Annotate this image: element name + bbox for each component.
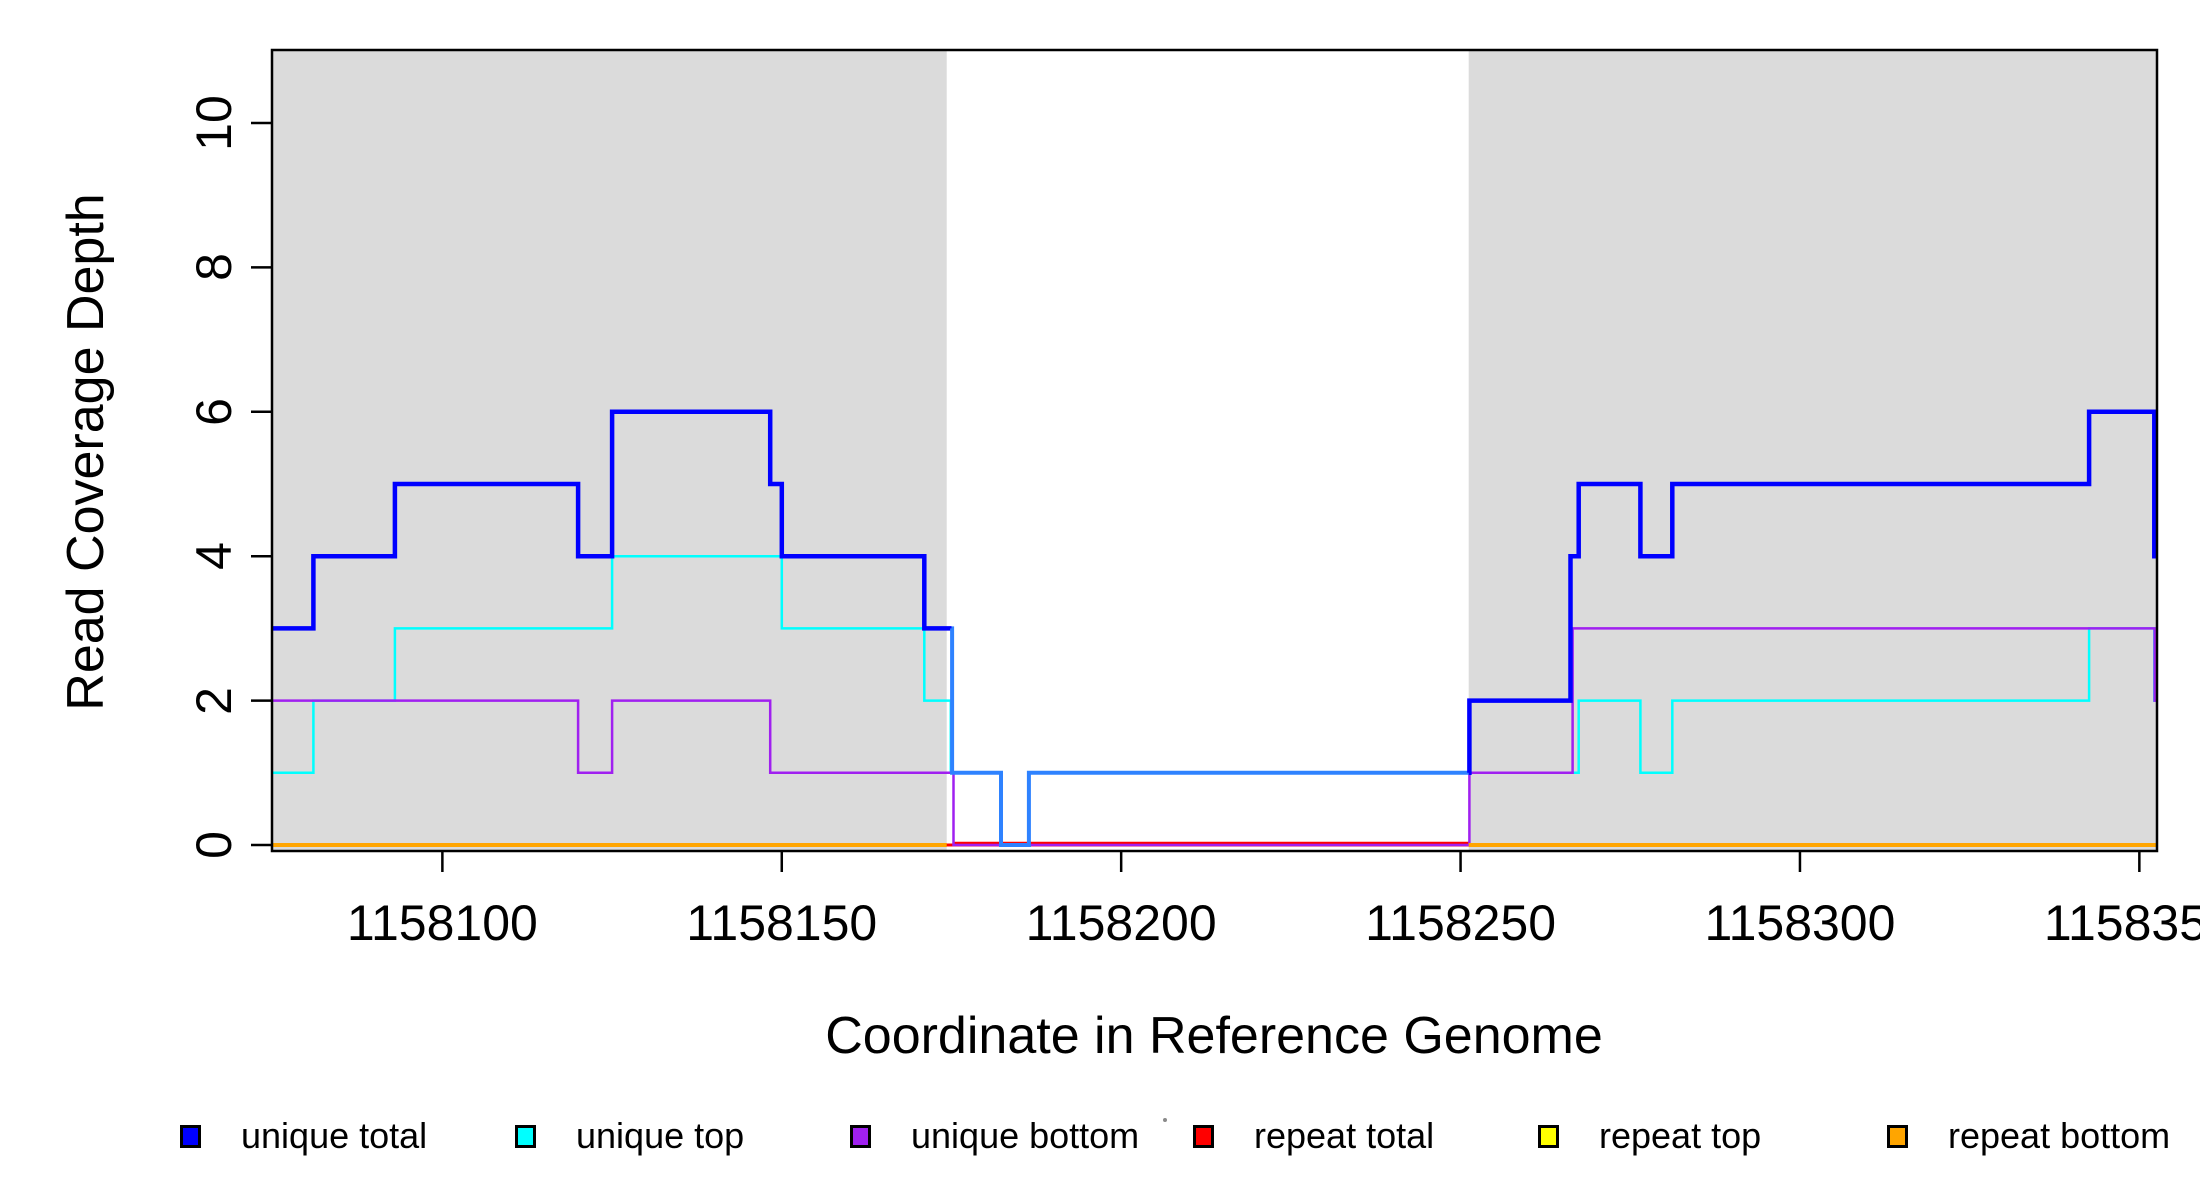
legend-entry-repeat-top: repeat top [1538,1118,1761,1154]
legend-swatch-unique-top [515,1124,536,1148]
legend-entry-repeat-bottom: repeat bottom [1887,1118,2170,1154]
legend-entry-unique-top: unique top [515,1118,744,1154]
x-tick-label-1158300: 1158300 [1704,895,1896,951]
y-tick-label-6: 6 [186,397,242,426]
legend-label-repeat-total: repeat total [1254,1115,1435,1156]
y-tick-label-2: 2 [186,686,242,715]
x-tick-label-1158250: 1158250 [1365,895,1557,951]
y-tick-label-10: 10 [186,95,242,151]
legend-label-unique-total: unique total [241,1115,428,1156]
y-tick-label-0: 0 [186,831,242,859]
coverage-plot [251,48,2159,872]
y-tick-label-8: 8 [186,253,242,282]
shaded-region-1 [272,50,947,851]
legend-swatch-unique-bottom [850,1124,871,1148]
legend-label-unique-top: unique top [576,1115,745,1156]
plot-border [270,48,2159,853]
legend-entry-unique-bottom: unique bottom [850,1118,1139,1154]
y-axis-title: Read Coverage Depth [57,193,115,711]
legend-swatch-repeat-bottom [1887,1124,1908,1148]
legend-swatch-repeat-total [1193,1124,1214,1148]
x-tick-label-1158150: 1158150 [686,895,878,951]
y-tick-label-4: 4 [186,542,242,571]
series-unique-bottom-seg1 [272,627,2157,847]
legend-label-repeat-bottom: repeat bottom [1948,1115,2171,1156]
legend-entry-repeat-total: repeat total [1193,1118,1434,1154]
legend-label-unique-bottom: unique bottom [911,1115,1140,1156]
series-unique-total-seg2 [950,626,1469,847]
x-tick-label-1158200: 1158200 [1025,895,1217,951]
x-axis-title: Coordinate in Reference Genome [825,1007,1603,1065]
shaded-region-2 [1468,50,2157,851]
legend-label-repeat-top: repeat top [1599,1115,1762,1156]
legend-swatch-repeat-top [1538,1124,1559,1148]
legend-entry-unique-total: unique total [180,1118,427,1154]
series-unique-total-seg1 [272,409,952,631]
series-unique-total-seg3 [1467,409,2157,776]
x-tick-label-1158100: 1158100 [346,895,538,951]
legend-swatch-unique-total [180,1124,201,1148]
stray-dot [1163,1118,1167,1122]
